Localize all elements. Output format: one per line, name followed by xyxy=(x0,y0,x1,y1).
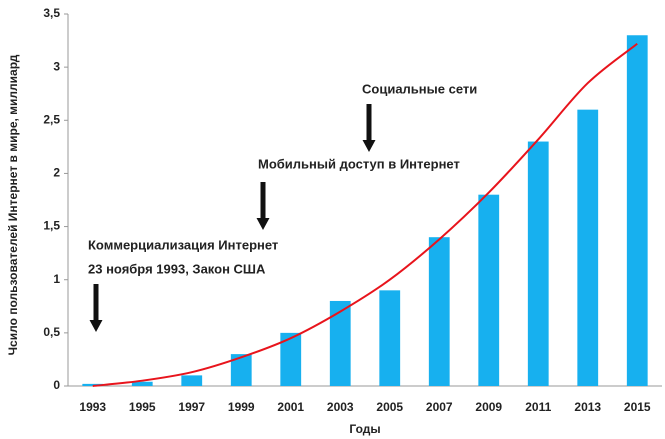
y-tick-label: 1 xyxy=(53,272,60,286)
bar xyxy=(428,237,450,386)
x-tick-label: 1993 xyxy=(79,400,106,414)
y-tick-label: 3 xyxy=(53,59,60,73)
bar xyxy=(626,35,648,386)
y-tick-label: 2,5 xyxy=(43,112,60,126)
bar xyxy=(478,194,500,386)
arrows xyxy=(89,104,376,332)
y-tick-label: 0,5 xyxy=(43,325,60,339)
trend-line xyxy=(92,42,638,387)
bar xyxy=(181,375,203,386)
y-tick-label: 3,5 xyxy=(43,6,60,20)
annotation: 23 ноября 1993, Закон США xyxy=(88,261,266,276)
annotation: Коммерциализация Интернет xyxy=(88,237,278,252)
bar xyxy=(131,381,153,386)
bar xyxy=(329,300,351,386)
arrow xyxy=(362,104,376,152)
bar xyxy=(280,332,302,386)
x-tick-label: 2001 xyxy=(277,400,304,414)
arrow xyxy=(256,182,270,230)
annotation: Социальные сети xyxy=(362,81,477,96)
x-tick-label: 1999 xyxy=(228,400,255,414)
x-tick-label: 1997 xyxy=(178,400,205,414)
bar xyxy=(527,141,549,386)
y-tick-label: 2 xyxy=(53,166,60,180)
y-axis-label: Чсило пользователей Интернет в мире, мил… xyxy=(6,54,20,355)
annotation: Мобильный доступ в Интернет xyxy=(258,156,460,171)
bar xyxy=(230,354,252,386)
x-tick-label: 2011 xyxy=(525,400,551,414)
x-tick-label: 2007 xyxy=(426,400,453,414)
bar xyxy=(577,109,599,387)
x-tick-label: 2013 xyxy=(574,400,601,414)
bar xyxy=(82,383,104,386)
x-tick-label: 2003 xyxy=(327,400,354,414)
x-tick-label: 2009 xyxy=(475,400,502,414)
bar xyxy=(379,290,401,386)
y-tick-label: 1,5 xyxy=(43,219,60,233)
x-tick-label: 2015 xyxy=(624,400,651,414)
x-tick-label: 2005 xyxy=(376,400,403,414)
x-axis-label: Годы xyxy=(349,422,380,436)
arrow xyxy=(89,284,103,332)
x-tick-label: 1995 xyxy=(129,400,156,414)
y-tick-label: 0 xyxy=(53,378,60,392)
